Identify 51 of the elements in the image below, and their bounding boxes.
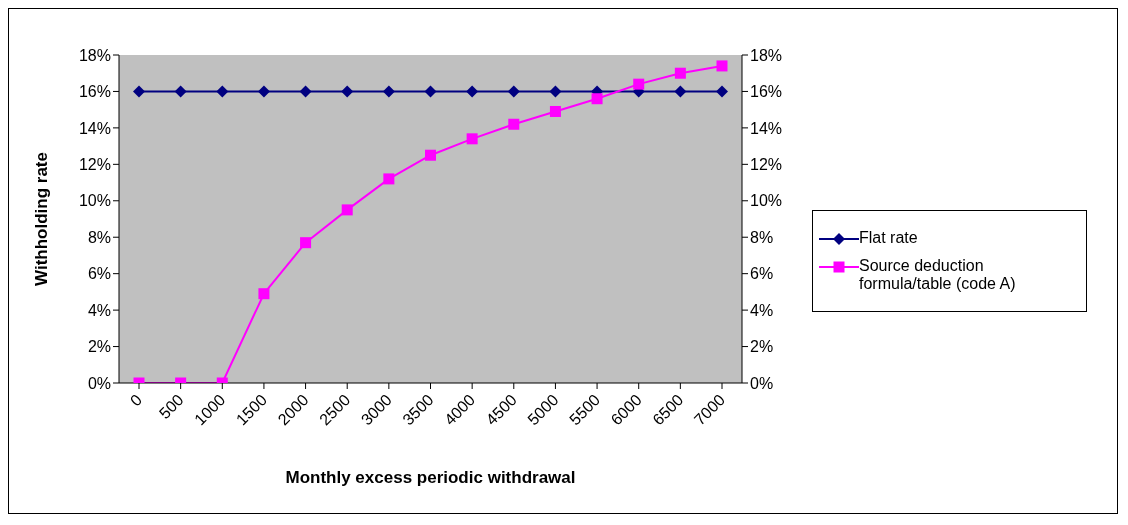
y-tick-label: 10%	[78, 192, 111, 210]
legend-label: Flat rate	[859, 229, 918, 247]
point	[258, 288, 270, 300]
point	[341, 204, 353, 216]
point	[425, 149, 436, 161]
y2-tick-label: 10%	[750, 192, 783, 210]
point	[674, 67, 686, 79]
y2-tick-label: 4%	[750, 301, 774, 319]
x-tick-label: 500	[155, 391, 187, 422]
y-tick-label: 4%	[87, 301, 111, 319]
point	[674, 85, 687, 98]
point	[507, 85, 520, 98]
point	[257, 85, 270, 98]
y2-tick-label: 8%	[750, 228, 774, 246]
point	[466, 85, 479, 98]
y-tick-label: 2%	[87, 338, 111, 356]
legend-label: Source deduction formula/table (code A)	[859, 257, 1017, 293]
y2-tick-label: 16%	[750, 83, 783, 101]
x-axis-title: Monthly excess periodic withdrawal	[285, 468, 576, 487]
point	[466, 133, 478, 145]
y-tick-label: 14%	[78, 119, 111, 137]
point	[174, 85, 187, 98]
point	[216, 85, 229, 98]
y2-tick-label: 14%	[750, 119, 783, 137]
y-tick-label: 0%	[87, 374, 111, 392]
point	[382, 85, 395, 98]
y-tick-label: 16%	[78, 83, 111, 101]
point	[299, 85, 312, 98]
point	[716, 85, 728, 98]
point	[300, 237, 312, 249]
y2-tick-label: 0%	[750, 374, 774, 392]
point	[591, 93, 603, 105]
y2-tick-label: 18%	[750, 46, 783, 64]
y2-tick-label: 6%	[750, 265, 774, 283]
y2-tick-label: 12%	[750, 156, 783, 174]
point	[549, 85, 562, 98]
y-axis-title: Withholding rate	[32, 152, 52, 286]
y-tick-label: 12%	[78, 156, 111, 174]
point	[633, 78, 645, 90]
point	[508, 118, 520, 130]
y-tick-label: 6%	[87, 265, 111, 283]
x-tick-label: 0	[126, 391, 146, 410]
point	[383, 173, 395, 185]
y-tick-label: 18%	[78, 46, 111, 64]
point	[424, 85, 437, 98]
point	[341, 85, 354, 98]
point	[549, 105, 561, 117]
y2-tick-label: 2%	[750, 338, 774, 356]
y-tick-label: 8%	[87, 228, 111, 246]
point	[716, 60, 728, 72]
point	[133, 85, 145, 98]
